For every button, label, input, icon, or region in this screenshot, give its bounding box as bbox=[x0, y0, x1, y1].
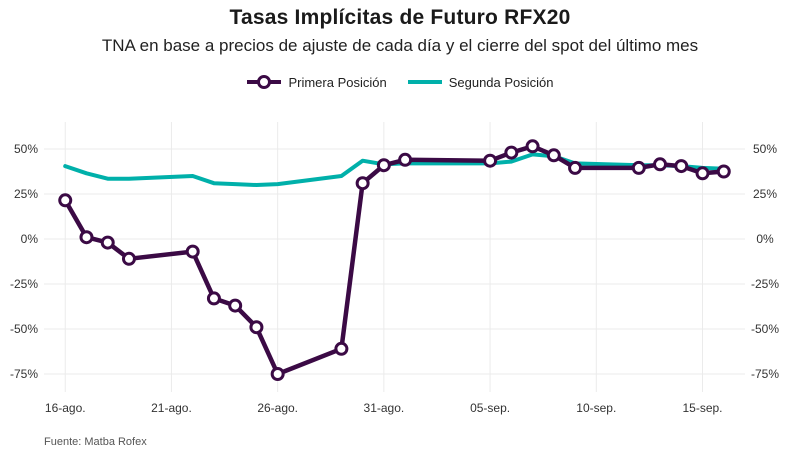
data-point-primera bbox=[376, 158, 391, 173]
series-layer bbox=[62, 144, 727, 377]
x-tick-label: 26-ago. bbox=[257, 401, 298, 415]
data-point-primera bbox=[653, 157, 668, 172]
data-point-primera bbox=[674, 159, 689, 174]
data-point-primera bbox=[546, 148, 561, 163]
data-point-primera bbox=[228, 298, 243, 313]
legend-item-segunda: Segunda Posición bbox=[407, 74, 554, 90]
legend: Primera Posición Segunda Posición bbox=[0, 74, 800, 90]
data-point-primera bbox=[504, 145, 519, 160]
x-axis: 16-ago. 21-ago. 26-ago. 31-ago. 05-sep. 10-se… bbox=[45, 401, 723, 415]
y-tick-label-left: 0% bbox=[21, 232, 39, 246]
y-tick-label-left: -25% bbox=[10, 277, 38, 291]
chart-title: Tasas Implícitas de Futuro RFX20 bbox=[229, 6, 571, 29]
y-tick-label-right: -75% bbox=[751, 367, 779, 381]
x-tick-label: 16-ago. bbox=[45, 401, 86, 415]
data-point-primera bbox=[121, 251, 136, 266]
data-point-primera bbox=[695, 166, 710, 181]
legend-label-primera: Primera Posición bbox=[288, 74, 387, 90]
data-point-primera bbox=[355, 176, 370, 191]
x-tick-label: 21-ago. bbox=[151, 401, 192, 415]
data-point-primera bbox=[270, 367, 285, 381]
data-point-primera bbox=[716, 164, 731, 179]
y-axis-right: 50% 25% 0% -25% -50% -75% bbox=[751, 142, 779, 381]
data-point-primera bbox=[79, 230, 94, 245]
y-tick-label-left: 50% bbox=[14, 142, 38, 156]
x-tick-label: 05-sep. bbox=[470, 401, 510, 415]
data-point-primera bbox=[100, 235, 115, 250]
data-point-primera bbox=[206, 291, 221, 306]
y-tick-label-left: -75% bbox=[10, 367, 38, 381]
legend-swatch-primera bbox=[247, 75, 282, 89]
data-point-primera bbox=[398, 152, 413, 167]
y-tick-label-right: -50% bbox=[751, 322, 779, 336]
x-tick-label: 15-sep. bbox=[682, 401, 722, 415]
data-point-primera bbox=[568, 160, 583, 175]
data-point-primera bbox=[249, 320, 264, 335]
y-tick-label-right: 50% bbox=[753, 142, 777, 156]
data-point-primera bbox=[334, 341, 349, 356]
series-line-primera bbox=[62, 144, 727, 377]
y-axis-left: 50% 25% 0% -25% -50% -75% bbox=[10, 142, 38, 381]
chart-subtitle: TNA en base a precios de ajuste de cada … bbox=[101, 36, 699, 55]
y-tick-label-right: 25% bbox=[753, 187, 777, 201]
legend-swatch-segunda bbox=[407, 80, 442, 84]
legend-item-primera: Primera Posición bbox=[246, 74, 387, 90]
data-point-primera bbox=[631, 160, 646, 175]
data-point-primera bbox=[525, 139, 540, 154]
x-tick-label: 31-ago. bbox=[364, 401, 405, 415]
y-tick-label-left: 25% bbox=[14, 187, 38, 201]
data-point-primera bbox=[58, 193, 73, 208]
source-note: Fuente: Matba Rofex bbox=[44, 436, 147, 448]
marker-layer bbox=[58, 139, 731, 381]
legend-label-segunda: Segunda Posición bbox=[448, 74, 554, 90]
y-tick-label-right: 0% bbox=[756, 232, 774, 246]
y-tick-label-left: -50% bbox=[10, 322, 38, 336]
y-tick-label-right: -25% bbox=[751, 277, 779, 291]
data-point-primera bbox=[483, 153, 498, 168]
x-tick-label: 10-sep. bbox=[576, 401, 616, 415]
data-point-primera bbox=[185, 244, 200, 259]
